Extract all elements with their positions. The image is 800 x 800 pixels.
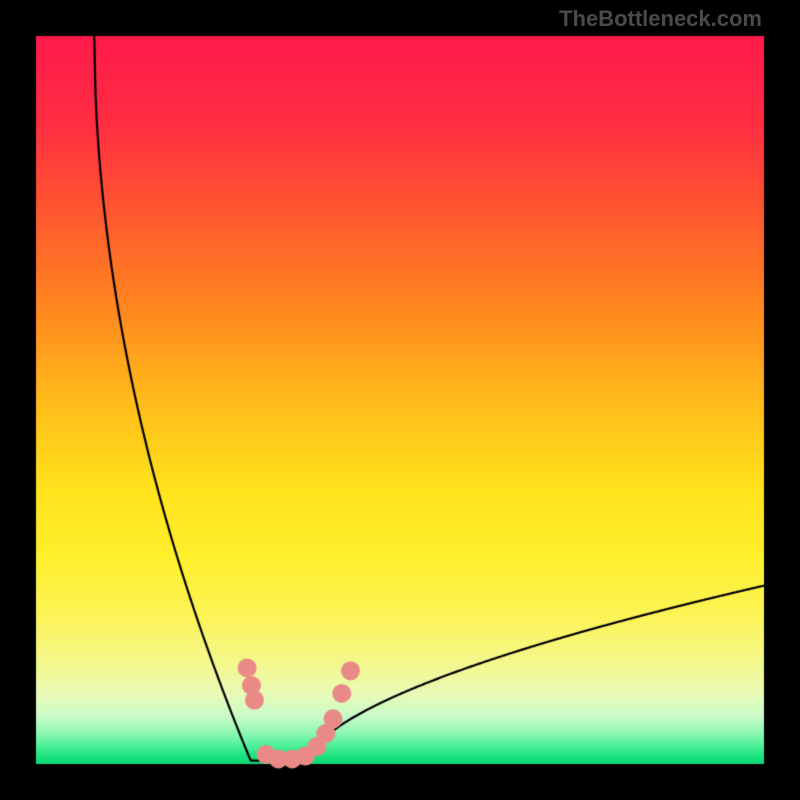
watermark-text: TheBottleneck.com	[559, 6, 762, 32]
highlight-dots	[0, 0, 800, 800]
chart-stage: TheBottleneck.com	[0, 0, 800, 800]
